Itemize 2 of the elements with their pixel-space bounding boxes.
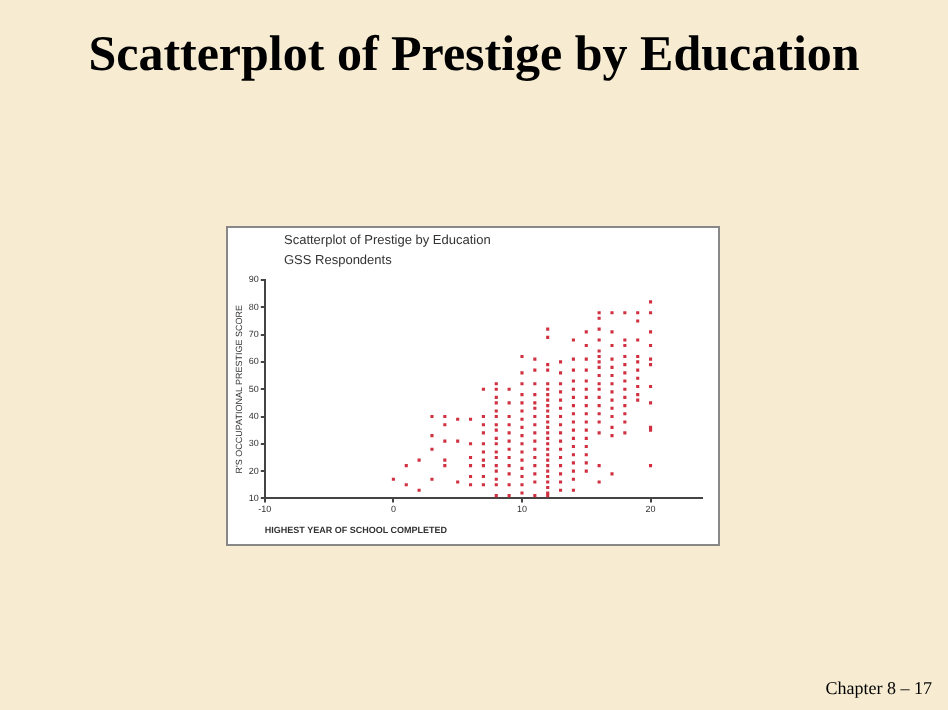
text: Chapter 8 – 17	[825, 678, 932, 698]
chart-title: Scatterplot of Prestige by Education	[86, 28, 862, 84]
